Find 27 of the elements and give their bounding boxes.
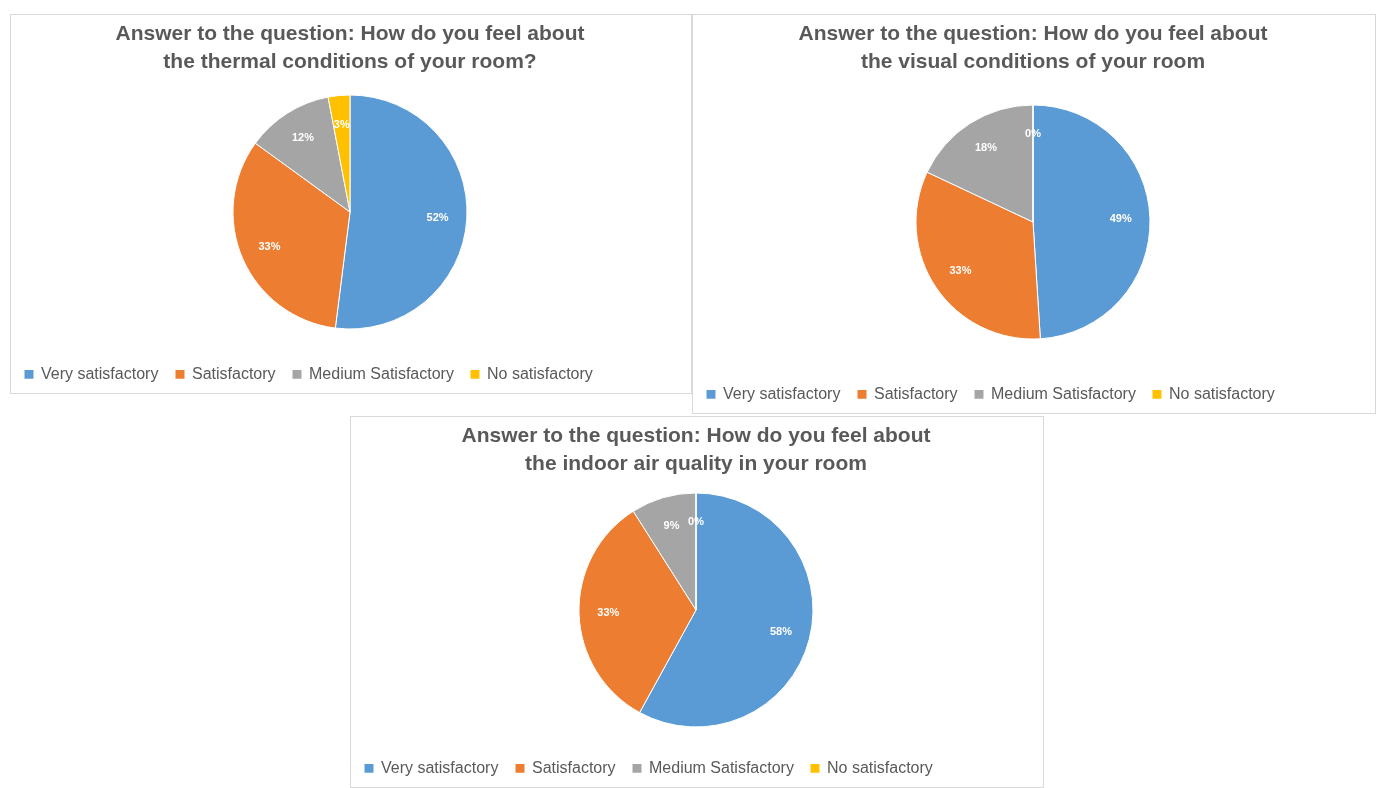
- legend-label: Medium Satisfactory: [991, 385, 1136, 403]
- chart-title: Answer to the question: How do you feel about the visual conditions of your room: [798, 21, 1268, 72]
- data-label: 58%: [769, 624, 793, 637]
- legend-label: Medium Satisfactory: [309, 365, 454, 383]
- legend-label: Satisfactory: [532, 759, 616, 777]
- legend-label: Very satisfactory: [381, 759, 499, 777]
- legend-label: Very satisfactory: [723, 385, 841, 403]
- data-label: 52%: [426, 210, 449, 223]
- legend-label: No satisfactory: [1169, 385, 1275, 403]
- data-label: 9%: [663, 518, 680, 531]
- data-label: 33%: [258, 239, 281, 252]
- legend-label: No satisfactory: [827, 759, 933, 777]
- legend-label: Satisfactory: [874, 385, 958, 403]
- data-label: 49%: [1109, 212, 1132, 225]
- data-label: 33%: [597, 605, 620, 618]
- chart-title: Answer to the question: How do you feel about the indoor air quality in your room: [461, 423, 931, 474]
- data-label: 18%: [974, 140, 998, 153]
- chart-title: Answer to the question: How do you feel about the thermal conditions of your room?: [115, 21, 585, 72]
- data-label: 12%: [291, 130, 315, 143]
- data-label: 33%: [949, 264, 972, 277]
- legend-label: Very satisfactory: [41, 365, 159, 383]
- text: 0%: [1025, 127, 1041, 140]
- legend-label: Satisfactory: [192, 365, 276, 383]
- legend-label: Medium Satisfactory: [649, 759, 794, 777]
- legend-label: No satisfactory: [487, 365, 593, 383]
- text: 0%: [688, 515, 704, 528]
- data-label: 3%: [333, 117, 350, 130]
